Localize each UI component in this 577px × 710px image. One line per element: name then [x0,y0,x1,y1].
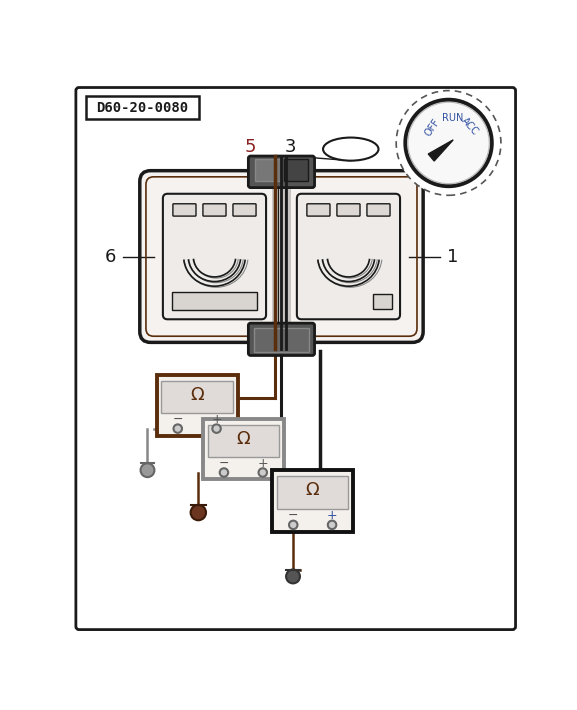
Bar [409,241,420,273]
FancyBboxPatch shape [208,425,279,457]
Text: Ω: Ω [237,430,250,447]
Circle shape [406,100,492,186]
Text: T6r: T6r [339,141,363,157]
Text: +: + [211,413,222,426]
Text: RUN: RUN [443,114,464,124]
FancyBboxPatch shape [203,420,284,479]
FancyBboxPatch shape [86,96,199,119]
FancyBboxPatch shape [307,204,330,216]
Text: −: − [173,413,183,426]
Circle shape [190,505,206,520]
Circle shape [220,469,228,476]
FancyBboxPatch shape [172,292,257,310]
FancyBboxPatch shape [76,87,515,630]
Text: Ω: Ω [190,386,204,404]
FancyBboxPatch shape [272,470,353,532]
Text: D60-20-0080: D60-20-0080 [96,101,188,114]
FancyBboxPatch shape [248,156,314,187]
FancyBboxPatch shape [277,476,349,509]
Circle shape [286,569,300,584]
FancyBboxPatch shape [284,159,309,180]
Circle shape [289,520,298,529]
FancyBboxPatch shape [254,159,280,180]
Text: ACC: ACC [460,115,481,137]
FancyBboxPatch shape [337,204,360,216]
Text: 5: 5 [245,138,256,155]
FancyBboxPatch shape [367,204,390,216]
Text: −: − [219,457,229,470]
Circle shape [328,520,336,529]
Bar [272,189,291,324]
Text: Ω: Ω [306,481,320,499]
FancyBboxPatch shape [248,323,314,356]
Ellipse shape [323,138,379,160]
FancyBboxPatch shape [173,204,196,216]
Text: −: − [288,508,298,522]
Circle shape [408,102,489,184]
Circle shape [258,469,267,476]
Circle shape [174,425,182,433]
Circle shape [141,463,155,477]
FancyBboxPatch shape [163,194,266,320]
FancyBboxPatch shape [203,204,226,216]
Text: 6: 6 [105,248,116,266]
Polygon shape [428,140,453,161]
FancyBboxPatch shape [157,376,238,435]
FancyBboxPatch shape [162,381,233,413]
FancyBboxPatch shape [254,328,309,352]
Text: OFF: OFF [423,117,442,138]
FancyBboxPatch shape [233,204,256,216]
Text: 1: 1 [447,248,458,266]
FancyBboxPatch shape [140,170,423,342]
Circle shape [212,425,221,433]
Text: +: + [257,457,268,470]
Text: +: + [327,508,338,522]
Text: 3: 3 [285,138,297,155]
Circle shape [396,91,501,195]
FancyBboxPatch shape [373,294,392,310]
FancyBboxPatch shape [297,194,400,320]
